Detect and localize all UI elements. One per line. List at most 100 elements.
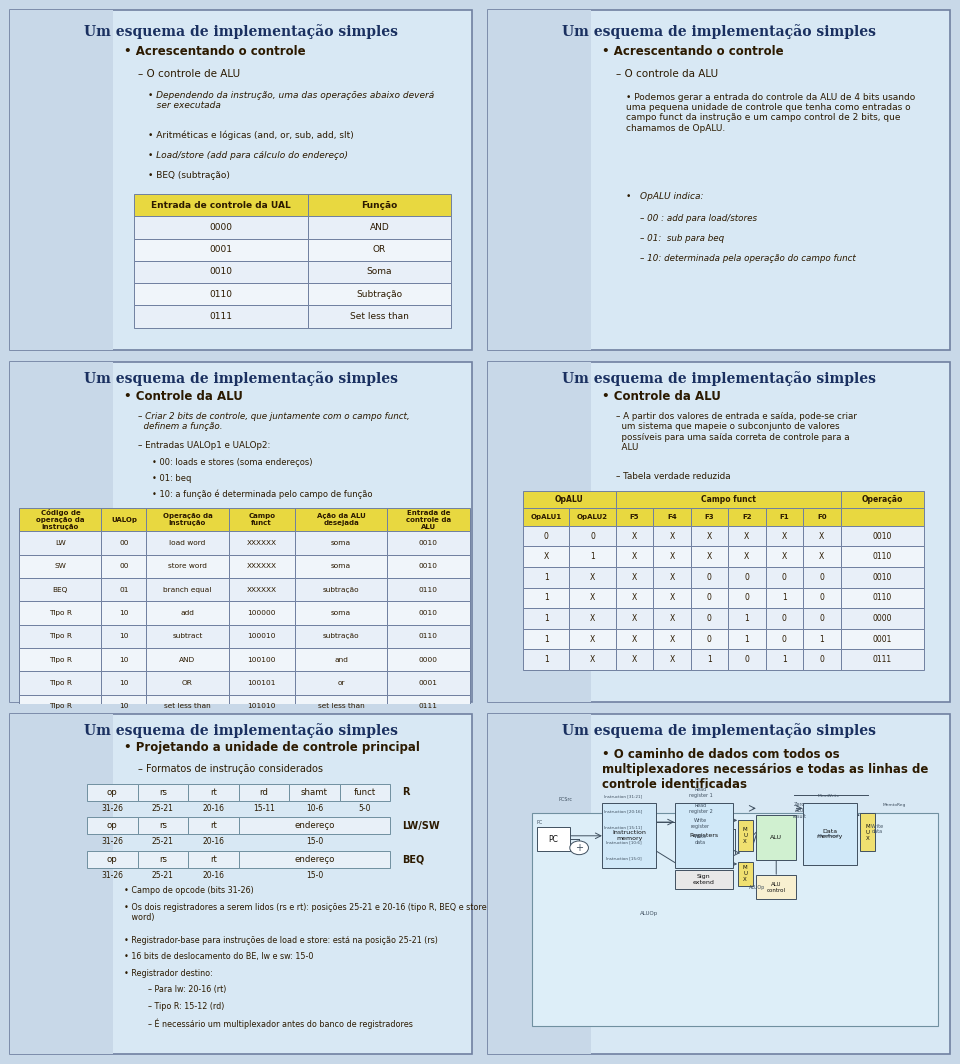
FancyBboxPatch shape [295, 625, 388, 648]
Text: Subtração: Subtração [356, 289, 402, 299]
Text: 0110: 0110 [873, 552, 892, 561]
Text: 10: 10 [119, 610, 129, 616]
Text: X: X [669, 594, 675, 602]
Text: Um esquema de implementação simples: Um esquema de implementação simples [562, 371, 876, 386]
Text: MemRead: MemRead [818, 834, 839, 837]
Text: X: X [632, 614, 637, 624]
Text: 10: 10 [119, 703, 129, 710]
FancyBboxPatch shape [239, 851, 390, 868]
Text: 20-16: 20-16 [203, 803, 225, 813]
FancyBboxPatch shape [388, 671, 469, 695]
Text: X: X [632, 594, 637, 602]
Text: X: X [590, 594, 595, 602]
Text: 0001: 0001 [419, 680, 438, 686]
Text: soma: soma [331, 541, 351, 546]
Text: X: X [819, 552, 825, 561]
FancyBboxPatch shape [728, 509, 766, 526]
FancyBboxPatch shape [19, 625, 102, 648]
FancyBboxPatch shape [841, 567, 924, 587]
Text: OpALU: OpALU [555, 495, 584, 504]
FancyBboxPatch shape [841, 491, 924, 509]
Text: M
U
X: M U X [743, 865, 748, 882]
FancyBboxPatch shape [615, 547, 653, 567]
Text: 15-0: 15-0 [306, 837, 323, 847]
Text: 0111: 0111 [419, 703, 438, 710]
Text: X: X [632, 532, 637, 541]
Text: XXXXXX: XXXXXX [247, 586, 276, 593]
Text: 0: 0 [707, 614, 712, 624]
FancyBboxPatch shape [766, 629, 804, 649]
Text: 1: 1 [782, 655, 787, 664]
Text: ALU
control: ALU control [767, 882, 785, 893]
Text: 00: 00 [119, 541, 129, 546]
FancyBboxPatch shape [228, 578, 295, 601]
FancyBboxPatch shape [102, 531, 147, 554]
Text: X: X [590, 634, 595, 644]
FancyBboxPatch shape [653, 629, 690, 649]
FancyBboxPatch shape [308, 261, 451, 283]
FancyBboxPatch shape [766, 609, 804, 629]
Text: MemtoReg: MemtoReg [882, 803, 905, 807]
Text: • Aritméticas e lógicas (and, or, sub, add, slt): • Aritméticas e lógicas (and, or, sub, a… [148, 131, 353, 140]
Text: – 00 : add para load/stores: – 00 : add para load/stores [639, 215, 756, 223]
Text: F1: F1 [780, 514, 789, 520]
Text: UALOp: UALOp [111, 517, 137, 522]
FancyBboxPatch shape [804, 629, 841, 649]
FancyBboxPatch shape [690, 609, 728, 629]
Text: Write
data: Write data [694, 834, 707, 845]
Text: X: X [632, 655, 637, 664]
FancyBboxPatch shape [388, 508, 469, 531]
FancyBboxPatch shape [569, 567, 615, 587]
FancyBboxPatch shape [19, 695, 102, 718]
Text: Instruction [31:21]: Instruction [31:21] [605, 795, 642, 798]
Text: 0: 0 [820, 655, 825, 664]
Text: X: X [819, 532, 825, 541]
FancyBboxPatch shape [19, 671, 102, 695]
Text: 0: 0 [544, 532, 549, 541]
Text: F5: F5 [630, 514, 639, 520]
Text: Um esquema de implementação simples: Um esquema de implementação simples [562, 724, 876, 738]
Text: 0110: 0110 [419, 586, 438, 593]
FancyBboxPatch shape [569, 609, 615, 629]
FancyBboxPatch shape [690, 567, 728, 587]
Text: 0000: 0000 [419, 656, 438, 663]
FancyBboxPatch shape [766, 567, 804, 587]
FancyBboxPatch shape [147, 648, 228, 671]
Text: – Tabela verdade reduzida: – Tabela verdade reduzida [616, 472, 732, 481]
Text: – Tipo R: 15-12 (rd): – Tipo R: 15-12 (rd) [148, 1001, 224, 1011]
FancyBboxPatch shape [239, 783, 289, 801]
Text: X: X [632, 634, 637, 644]
FancyBboxPatch shape [523, 491, 615, 509]
Text: BEQ: BEQ [402, 854, 424, 864]
Text: subtração: subtração [323, 586, 359, 593]
Text: F0: F0 [817, 514, 827, 520]
FancyBboxPatch shape [690, 587, 728, 609]
FancyBboxPatch shape [538, 827, 570, 851]
FancyBboxPatch shape [653, 526, 690, 547]
FancyBboxPatch shape [340, 783, 390, 801]
Text: Um esquema de implementação simples: Um esquema de implementação simples [84, 724, 398, 738]
Text: X: X [669, 655, 675, 664]
FancyBboxPatch shape [804, 526, 841, 547]
Text: 0: 0 [820, 614, 825, 624]
FancyBboxPatch shape [615, 649, 653, 670]
FancyBboxPatch shape [766, 526, 804, 547]
Text: Soma: Soma [367, 267, 393, 277]
Text: 0001: 0001 [873, 634, 892, 644]
Text: ALU
result: ALU result [792, 808, 806, 819]
FancyBboxPatch shape [523, 587, 569, 609]
Text: – É necessário um multiplexador antes do banco de registradores: – É necessário um multiplexador antes do… [148, 1018, 413, 1029]
FancyBboxPatch shape [690, 649, 728, 670]
Text: endereço: endereço [294, 821, 335, 830]
Text: Tipo R: Tipo R [49, 656, 72, 663]
Text: 00: 00 [119, 563, 129, 569]
FancyBboxPatch shape [147, 601, 228, 625]
FancyBboxPatch shape [569, 649, 615, 670]
FancyBboxPatch shape [388, 554, 469, 578]
Text: 0111: 0111 [209, 312, 232, 321]
FancyBboxPatch shape [188, 817, 239, 834]
FancyBboxPatch shape [228, 648, 295, 671]
FancyBboxPatch shape [137, 851, 188, 868]
Text: set less than: set less than [318, 703, 365, 710]
FancyBboxPatch shape [766, 587, 804, 609]
